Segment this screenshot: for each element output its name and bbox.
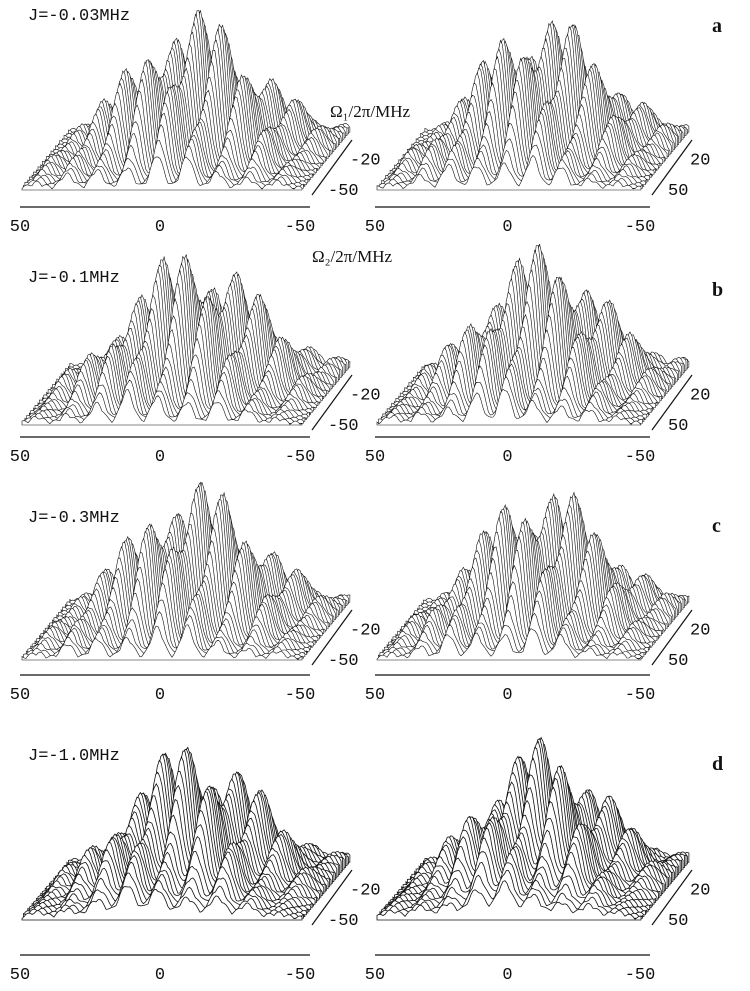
depth-tick-label: 20 (690, 152, 710, 171)
coupling-label: J=-1.0MHz (28, 747, 120, 766)
waterfall-trace (376, 880, 642, 921)
depth-tick-label: 20 (690, 882, 710, 901)
depth-tick-label: 50 (668, 182, 688, 201)
x-tick-label: 0 (155, 218, 165, 237)
x-tick-label: 50 (365, 218, 385, 237)
omega2-label: Ω₂/2π/MHz (312, 247, 392, 266)
depth-axis (651, 139, 693, 196)
waterfall-plot (376, 491, 690, 661)
waterfall-trace (21, 624, 303, 661)
depth-tick-label: -50 (328, 417, 359, 436)
waterfall-trace (21, 886, 303, 921)
x-tick-label: 50 (365, 686, 385, 705)
depth-tick-label: -20 (350, 622, 381, 641)
panel-letter: c (712, 515, 721, 537)
coupling-label: J=-0.3MHz (28, 509, 120, 528)
x-tick-label: -50 (625, 448, 656, 467)
depth-axis (651, 869, 693, 926)
waterfall-trace (376, 628, 642, 661)
depth-tick-label: 20 (690, 387, 710, 406)
depth-axis (651, 374, 693, 431)
x-tick-label: 0 (502, 448, 512, 467)
panel-letter: b (712, 279, 723, 301)
waterfall-plot (376, 20, 690, 191)
waterfall-plot (376, 736, 690, 921)
waterfall-trace (21, 156, 303, 191)
waterfall-trace (21, 389, 303, 426)
x-tick-label: 0 (502, 966, 512, 985)
coupling-label: J=-0.03MHz (28, 7, 130, 26)
depth-tick-label: -20 (350, 387, 381, 406)
depth-tick-label: 20 (690, 622, 710, 641)
x-tick-label: 0 (155, 448, 165, 467)
x-tick-label: -50 (625, 218, 656, 237)
depth-axis (311, 609, 353, 666)
x-tick-label: -50 (625, 966, 656, 985)
x-tick-label: -50 (285, 686, 316, 705)
depth-axis (311, 139, 353, 196)
x-tick-label: 50 (10, 448, 30, 467)
panel-letter: a (712, 15, 722, 37)
x-tick-label: 0 (502, 218, 512, 237)
waterfall-trace (376, 154, 642, 191)
x-tick-label: 0 (502, 686, 512, 705)
waterfall-trace (376, 388, 642, 426)
depth-tick-label: -20 (350, 882, 381, 901)
panel-letter: d (712, 753, 723, 775)
depth-tick-label: -50 (328, 912, 359, 931)
x-tick-label: -50 (625, 686, 656, 705)
x-tick-label: -50 (285, 966, 316, 985)
x-tick-label: 50 (10, 966, 30, 985)
x-tick-label: 0 (155, 686, 165, 705)
waterfall-plot (376, 243, 690, 426)
depth-axis (311, 869, 353, 926)
waterfall-plot (21, 481, 351, 661)
x-tick-label: -50 (285, 448, 316, 467)
coupling-label: J=-0.1MHz (28, 269, 120, 288)
waterfall-plot (21, 746, 351, 921)
depth-tick-label: 50 (668, 652, 688, 671)
waterfall-plot (21, 10, 351, 191)
depth-tick-label: 50 (668, 912, 688, 931)
depth-tick-label: -50 (328, 182, 359, 201)
x-tick-label: 50 (10, 686, 30, 705)
waterfall-plot (21, 253, 351, 426)
depth-axis (651, 609, 693, 666)
x-tick-label: -50 (285, 218, 316, 237)
depth-tick-label: -20 (350, 152, 381, 171)
depth-axis (311, 374, 353, 431)
x-tick-label: 50 (365, 966, 385, 985)
depth-tick-label: -50 (328, 652, 359, 671)
x-tick-label: 50 (365, 448, 385, 467)
depth-tick-label: 50 (668, 417, 688, 436)
x-tick-label: 50 (10, 218, 30, 237)
x-tick-label: 0 (155, 966, 165, 985)
omega1-label: Ω₁/2π/MHz (330, 102, 410, 121)
